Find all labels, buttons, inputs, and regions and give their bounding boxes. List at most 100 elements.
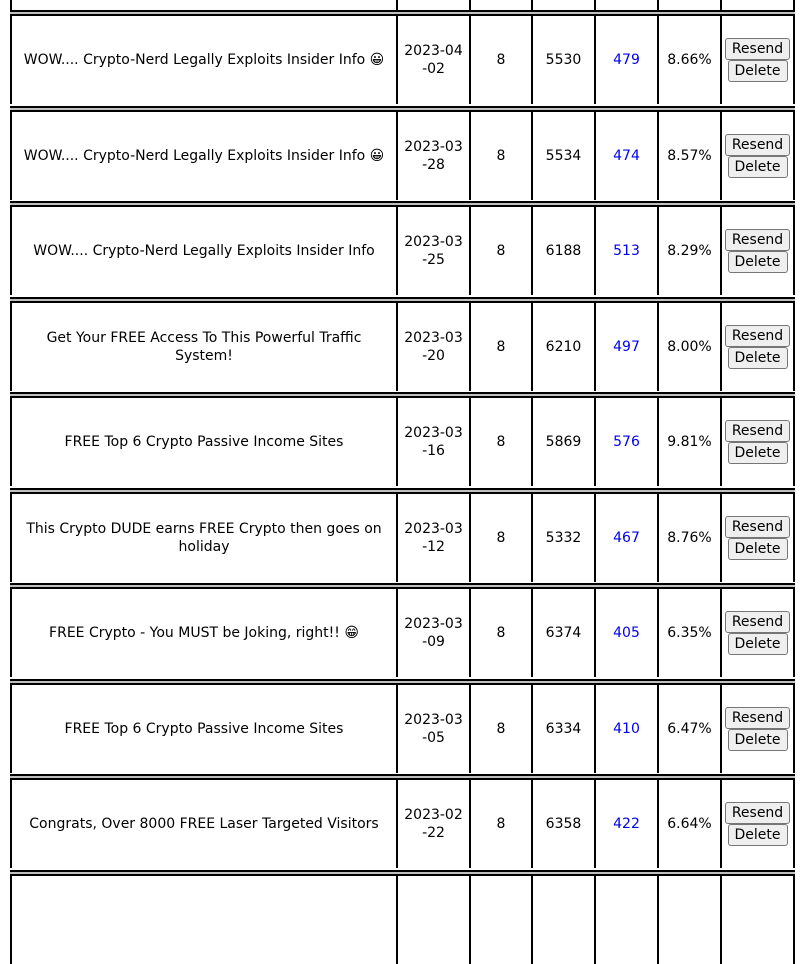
table-row: Congrats, Over 8000 FREE Laser Targeted …: [10, 780, 795, 868]
subject-cell: FREE Top 6 Crypto Passive Income Sites: [64, 434, 344, 450]
subject-cell: WOW.... Crypto-Nerd Legally Exploits Ins…: [23, 147, 385, 164]
sent-cell: 6358: [545, 816, 582, 832]
table-cell: [657, 0, 720, 10]
count-cell-container: 8: [469, 398, 531, 486]
delete-button[interactable]: Delete: [727, 251, 788, 273]
resend-button[interactable]: Resend: [724, 324, 791, 347]
sent-cell: 6334: [545, 720, 582, 737]
sent-cell-container: 5869: [531, 398, 594, 486]
clicks-link[interactable]: 513: [613, 243, 640, 259]
actions-cell: Resend Delete: [720, 780, 795, 868]
rate-cell-container: 8.00%: [657, 302, 720, 391]
rate-cell-container: 6.35%: [657, 589, 720, 677]
resend-button[interactable]: Resend: [724, 802, 791, 824]
clicks-link[interactable]: 576: [613, 434, 640, 450]
date-cell-container: 2023-03-20: [396, 302, 469, 391]
delete-button[interactable]: Delete: [727, 155, 788, 178]
count-cell-container: 8: [469, 16, 531, 104]
clicks-link[interactable]: 497: [613, 338, 640, 355]
count-cell-container: 8: [469, 780, 531, 868]
resend-button[interactable]: Resend: [724, 420, 791, 442]
count-cell: 8: [496, 52, 506, 68]
clicks-link[interactable]: 405: [613, 625, 640, 641]
date-cell: 2023-03-05: [404, 711, 463, 746]
table-cell: [469, 0, 531, 10]
actions-cell: Resend Delete: [720, 589, 795, 677]
row-separator: [10, 869, 795, 876]
clicks-link[interactable]: 422: [613, 816, 640, 832]
sent-cell-container: 6210: [531, 302, 594, 391]
table-cell: [720, 0, 795, 10]
subject-cell: WOW.... Crypto-Nerd Legally Exploits Ins…: [33, 243, 375, 259]
row-separator: [10, 392, 795, 398]
sent-cell: 6374: [545, 625, 582, 641]
table-row-partial: [10, 0, 795, 10]
sent-cell: 5332: [545, 529, 582, 546]
rate-cell: 8.29%: [667, 243, 712, 259]
resend-button[interactable]: Resend: [724, 611, 791, 633]
actions-cell: Resend Delete: [720, 398, 795, 486]
subject-cell-container: WOW.... Crypto-Nerd Legally Exploits Ins…: [10, 111, 396, 200]
row-separator: [10, 583, 795, 589]
date-cell: 2023-03-12: [404, 520, 463, 555]
clicks-link[interactable]: 410: [613, 720, 640, 737]
rate-cell-container: 8.76%: [657, 493, 720, 582]
row-separator: [10, 105, 795, 112]
count-cell-container: 8: [469, 207, 531, 295]
resend-button[interactable]: Resend: [724, 229, 791, 251]
clicks-link-container: 513: [594, 207, 657, 295]
table-cell: [594, 875, 657, 964]
delete-button[interactable]: Delete: [727, 537, 788, 560]
actions-cell: Resend Delete: [720, 16, 795, 104]
date-cell-container: 2023-03-09: [396, 589, 469, 677]
resend-button[interactable]: Resend: [724, 706, 791, 729]
subject-cell-container: WOW.... Crypto-Nerd Legally Exploits Ins…: [10, 207, 396, 295]
sent-cell: 6210: [545, 338, 582, 355]
table-cell: [10, 875, 396, 964]
table-cell: [594, 0, 657, 10]
count-cell: 8: [496, 338, 506, 355]
rate-cell-container: 6.64%: [657, 780, 720, 868]
clicks-link[interactable]: 467: [613, 529, 640, 546]
clicks-link-container: 576: [594, 398, 657, 486]
subject-cell: Get Your FREE Access To This Powerful Tr…: [46, 329, 362, 364]
subject-cell-container: FREE Top 6 Crypto Passive Income Sites: [10, 398, 396, 486]
rate-cell-container: 9.81%: [657, 398, 720, 486]
resend-button[interactable]: Resend: [724, 515, 791, 538]
actions-cell: Resend Delete: [720, 302, 795, 391]
subject-cell-container: This Crypto DUDE earns FREE Crypto then …: [10, 493, 396, 582]
table-row: WOW.... Crypto-Nerd Legally Exploits Ins…: [10, 111, 795, 200]
subject-cell-container: WOW.... Crypto-Nerd Legally Exploits Ins…: [10, 16, 396, 104]
clicks-link[interactable]: 474: [613, 147, 640, 164]
subject-cell: FREE Top 6 Crypto Passive Income Sites: [64, 720, 344, 737]
count-cell: 8: [496, 147, 506, 164]
row-separator: [10, 774, 795, 780]
table-row: FREE Top 6 Crypto Passive Income Sites 20…: [10, 684, 795, 773]
date-cell: 2023-03-20: [404, 329, 463, 364]
date-cell-container: 2023-03-25: [396, 207, 469, 295]
delete-button[interactable]: Delete: [727, 824, 788, 846]
date-cell: 2023-03-25: [404, 234, 463, 268]
rate-cell: 8.57%: [667, 147, 712, 164]
subject-cell-container: FREE Top 6 Crypto Passive Income Sites: [10, 684, 396, 773]
date-cell-container: 2023-03-12: [396, 493, 469, 582]
clicks-link-container: 479: [594, 16, 657, 104]
rate-cell-container: 8.57%: [657, 111, 720, 200]
row-separator: [10, 10, 795, 16]
clicks-link-container: 474: [594, 111, 657, 200]
resend-button[interactable]: Resend: [724, 133, 791, 156]
delete-button[interactable]: Delete: [727, 60, 788, 82]
resend-button[interactable]: Resend: [724, 38, 791, 60]
rate-cell: 6.47%: [667, 720, 712, 737]
delete-button[interactable]: Delete: [727, 346, 788, 369]
actions-cell: Resend Delete: [720, 207, 795, 295]
clicks-link[interactable]: 479: [613, 52, 640, 68]
delete-button[interactable]: Delete: [727, 442, 788, 464]
count-cell: 8: [496, 434, 506, 450]
delete-button[interactable]: Delete: [727, 633, 788, 655]
rate-cell-container: 6.47%: [657, 684, 720, 773]
date-cell: 2023-03-28: [404, 138, 463, 173]
date-cell-container: 2023-02-22: [396, 780, 469, 868]
delete-button[interactable]: Delete: [727, 728, 788, 751]
subject-cell-container: Congrats, Over 8000 FREE Laser Targeted …: [10, 780, 396, 868]
